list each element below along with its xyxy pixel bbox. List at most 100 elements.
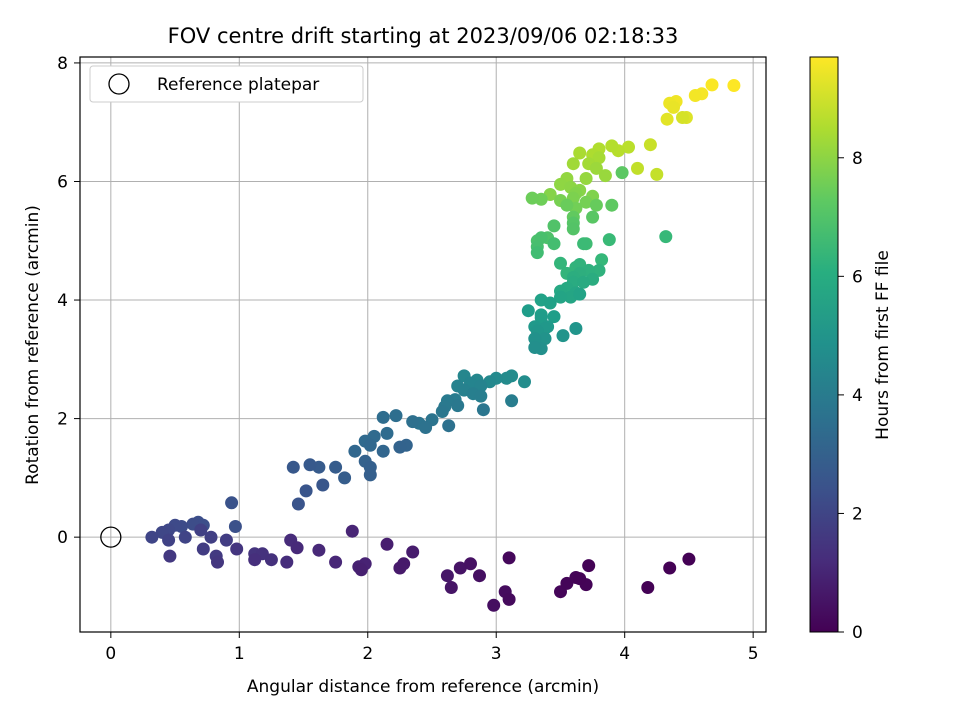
- scatter-point: [566, 222, 580, 236]
- scatter-point: [178, 530, 192, 544]
- reference-marker: [100, 526, 122, 548]
- scatter-point: [598, 169, 612, 183]
- scatter-point: [518, 375, 531, 389]
- colorbar-tick-label: 2: [852, 504, 863, 524]
- scatter-point: [528, 341, 542, 354]
- scatter-point: [162, 533, 176, 547]
- scatter-point: [569, 322, 583, 335]
- x-tick-label: 5: [748, 644, 759, 664]
- scatter-point: [566, 157, 580, 171]
- scatter-point: [688, 89, 702, 102]
- scatter-point: [329, 460, 343, 474]
- scatter-point: [705, 78, 719, 92]
- scatter-point: [554, 290, 567, 304]
- x-tick-label: 3: [491, 644, 502, 664]
- scatter-point: [354, 563, 368, 577]
- colorbar: 0 2 4 6 8 Hours from first FF file: [809, 56, 893, 643]
- scatter-point: [290, 541, 304, 555]
- scatter-point: [676, 111, 689, 124]
- x-tick-label: 1: [234, 644, 245, 664]
- scatter-point: [464, 557, 477, 571]
- legend: Reference platepar: [89, 65, 364, 103]
- colorbar-gradient: [809, 56, 839, 633]
- scatter-point: [474, 389, 488, 403]
- scatter-point: [348, 444, 362, 458]
- scatter-point: [595, 253, 609, 267]
- scatter-point: [264, 553, 278, 567]
- scatter-point: [605, 198, 619, 212]
- scatter-point: [363, 468, 377, 482]
- scatter-point: [406, 415, 420, 429]
- scatter-point: [329, 555, 343, 569]
- scatter-point: [615, 166, 629, 180]
- scatter-point: [194, 523, 208, 537]
- scatter-point: [521, 304, 535, 318]
- scatter-point: [556, 329, 570, 343]
- scatter-point: [525, 191, 539, 205]
- data-points: [145, 78, 741, 612]
- grid: [80, 57, 766, 632]
- y-tick-label: 0: [57, 528, 68, 548]
- scatter-point: [579, 195, 593, 209]
- scatter-point: [589, 198, 603, 212]
- x-tick-label: 0: [105, 644, 116, 664]
- scatter-point: [406, 545, 420, 559]
- scatter-point: [280, 555, 294, 569]
- scatter-point: [592, 151, 606, 165]
- scatter-point: [345, 524, 359, 538]
- scatter-point: [631, 161, 644, 175]
- y-tick-label: 4: [57, 291, 68, 311]
- scatter-point: [476, 403, 490, 417]
- scatter-point: [380, 537, 394, 551]
- scatter-point: [380, 426, 394, 440]
- scatter-point: [225, 496, 239, 510]
- scatter-point: [547, 237, 561, 251]
- scatter-point: [650, 167, 664, 181]
- scatter-point: [397, 557, 411, 571]
- y-tick-label: 6: [57, 172, 68, 192]
- scatter-point: [389, 409, 403, 423]
- scatter-point: [547, 310, 561, 324]
- scatter-point: [543, 296, 557, 310]
- colorbar-ticks: 0 2 4 6 8: [838, 149, 863, 643]
- x-tick-label: 4: [619, 644, 630, 664]
- scatter-point: [663, 561, 677, 575]
- x-tick-label: 2: [362, 644, 373, 664]
- legend-box: [89, 65, 364, 103]
- colorbar-label: Hours from first FF file: [873, 250, 893, 440]
- colorbar-tick-label: 6: [852, 267, 863, 287]
- scatter-point: [316, 478, 330, 492]
- scatter-point: [554, 177, 567, 191]
- scatter-point: [228, 520, 242, 533]
- chart-title: FOV centre drift starting at 2023/09/06 …: [168, 24, 679, 48]
- scatter-point: [538, 332, 552, 346]
- scatter-point: [667, 100, 680, 114]
- scatter-point: [286, 460, 300, 474]
- scatter-point: [528, 332, 542, 346]
- y-tick-label: 2: [57, 410, 68, 430]
- scatter-point: [363, 438, 377, 452]
- scatter-point: [530, 246, 544, 260]
- scatter-point: [442, 419, 456, 433]
- reference-platepar-point: [100, 526, 122, 548]
- scatter-point: [641, 581, 655, 594]
- scatter-point: [219, 533, 233, 547]
- scatter-point: [376, 410, 390, 424]
- scatter-point: [299, 484, 313, 498]
- scatter-point: [502, 592, 516, 606]
- scatter-point: [312, 543, 326, 557]
- legend-marker: [108, 73, 130, 95]
- scatter-point: [560, 198, 574, 212]
- scatter-point: [622, 140, 635, 154]
- scatter-point: [659, 230, 673, 244]
- scatter-point: [602, 233, 616, 247]
- x-axis-ticks: 0 1 2 3 4 5: [105, 632, 759, 664]
- scatter-point: [487, 598, 501, 612]
- scatter-point: [291, 497, 305, 511]
- plot-frame: [79, 56, 767, 633]
- scatter-point: [440, 569, 454, 583]
- scatter-point: [586, 210, 600, 224]
- scatter-point: [577, 275, 591, 289]
- scatter-point: [573, 287, 587, 301]
